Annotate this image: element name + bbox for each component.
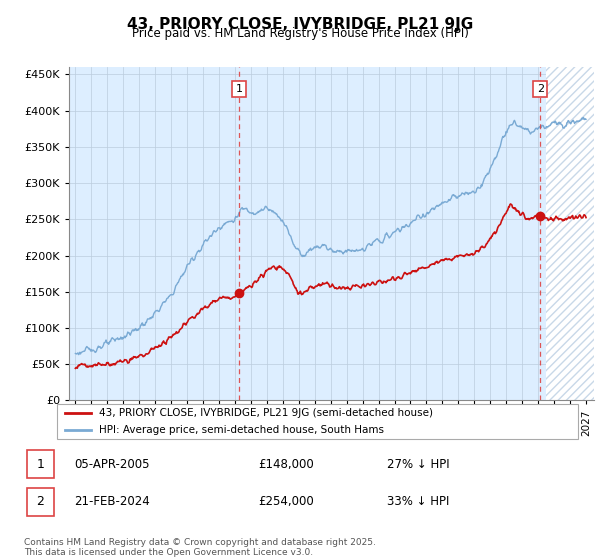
Bar bbox=[546, 67, 594, 400]
FancyBboxPatch shape bbox=[56, 404, 578, 439]
Text: £254,000: £254,000 bbox=[259, 496, 314, 508]
Text: 05-APR-2005: 05-APR-2005 bbox=[74, 458, 150, 470]
Text: Price paid vs. HM Land Registry's House Price Index (HPI): Price paid vs. HM Land Registry's House … bbox=[131, 27, 469, 40]
Text: 1: 1 bbox=[236, 84, 243, 94]
FancyBboxPatch shape bbox=[27, 450, 53, 478]
Text: Contains HM Land Registry data © Crown copyright and database right 2025.
This d: Contains HM Land Registry data © Crown c… bbox=[24, 538, 376, 557]
Text: 33% ↓ HPI: 33% ↓ HPI bbox=[387, 496, 449, 508]
Text: 1: 1 bbox=[36, 458, 44, 470]
Text: HPI: Average price, semi-detached house, South Hams: HPI: Average price, semi-detached house,… bbox=[99, 425, 384, 435]
Text: £148,000: £148,000 bbox=[259, 458, 314, 470]
Text: 27% ↓ HPI: 27% ↓ HPI bbox=[387, 458, 449, 470]
Text: 43, PRIORY CLOSE, IVYBRIDGE, PL21 9JG: 43, PRIORY CLOSE, IVYBRIDGE, PL21 9JG bbox=[127, 17, 473, 32]
Text: 21-FEB-2024: 21-FEB-2024 bbox=[74, 496, 150, 508]
Text: 43, PRIORY CLOSE, IVYBRIDGE, PL21 9JG (semi-detached house): 43, PRIORY CLOSE, IVYBRIDGE, PL21 9JG (s… bbox=[99, 408, 433, 418]
Text: 2: 2 bbox=[36, 496, 44, 508]
Text: 2: 2 bbox=[536, 84, 544, 94]
FancyBboxPatch shape bbox=[27, 488, 53, 516]
